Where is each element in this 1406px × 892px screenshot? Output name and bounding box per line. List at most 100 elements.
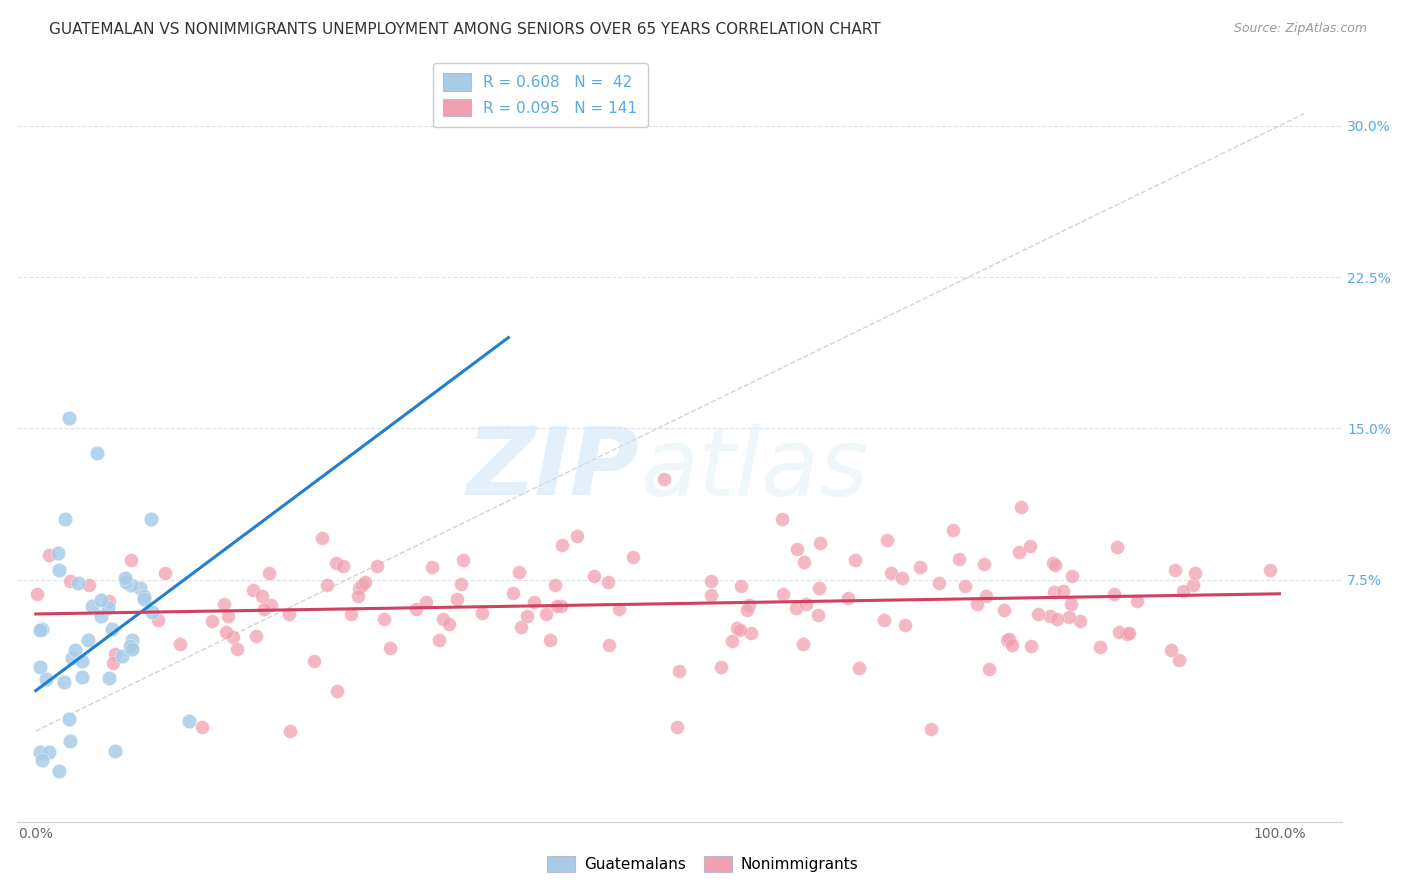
Point [77, 632, 100, 647]
Point [583, 568, 606, 582]
Point [104, 647, 127, 661]
Point [437, 617, 460, 632]
Point [508, 566, 530, 580]
Point [652, 472, 675, 486]
Point [1069, 614, 1091, 628]
Point [522, 595, 544, 609]
Point [1062, 569, 1084, 583]
Point [325, 556, 347, 570]
Point [340, 607, 363, 621]
Point [725, 622, 748, 636]
Text: ZIP: ZIP [467, 423, 640, 515]
Point [30, 623, 52, 637]
Point [1042, 556, 1064, 570]
Point [90, 592, 112, 607]
Point [668, 665, 690, 679]
Legend: R = 0.608   N =  42, R = 0.095   N = 141: R = 0.608 N = 42, R = 0.095 N = 141 [433, 62, 648, 127]
Point [1059, 610, 1081, 624]
Point [366, 558, 388, 573]
Point [101, 623, 124, 637]
Point [82, 599, 104, 614]
Point [53, 674, 76, 689]
Point [735, 603, 758, 617]
Point [104, 744, 127, 758]
Point [31, 622, 53, 636]
Point [807, 607, 830, 622]
Point [48, 764, 70, 779]
Point [1001, 638, 1024, 652]
Point [46, 546, 69, 560]
Point [848, 661, 870, 675]
Point [59, 734, 82, 748]
Point [427, 632, 450, 647]
Point [432, 612, 454, 626]
Point [70, 654, 93, 668]
Point [111, 648, 134, 663]
Point [598, 639, 620, 653]
Point [1184, 566, 1206, 580]
Point [77, 578, 100, 592]
Point [995, 632, 1018, 647]
Point [35, 672, 58, 686]
Legend: Guatemalans, Nonimmigrants: Guatemalans, Nonimmigrants [540, 848, 866, 880]
Point [121, 578, 143, 592]
Point [451, 552, 474, 566]
Point [121, 642, 143, 657]
Point [177, 714, 200, 728]
Point [37, 548, 59, 562]
Point [405, 601, 427, 615]
Point [607, 602, 630, 616]
Point [721, 634, 744, 648]
Point [908, 560, 931, 574]
Point [1018, 539, 1040, 553]
Point [304, 654, 326, 668]
Point [1118, 626, 1140, 640]
Point [976, 589, 998, 603]
Point [973, 557, 995, 571]
Point [347, 590, 370, 604]
Point [90, 609, 112, 624]
Point [786, 542, 808, 557]
Point [792, 637, 814, 651]
Point [793, 555, 815, 569]
Point [471, 606, 494, 620]
Point [97, 599, 120, 614]
Point [128, 582, 150, 596]
Point [420, 559, 443, 574]
Point [837, 591, 859, 606]
Point [415, 595, 437, 609]
Point [1171, 584, 1194, 599]
Point [844, 553, 866, 567]
Point [332, 558, 354, 573]
Point [86, 445, 108, 459]
Point [30, 745, 52, 759]
Point [966, 597, 988, 611]
Point [67, 575, 90, 590]
Point [311, 531, 333, 545]
Point [993, 603, 1015, 617]
Point [242, 582, 264, 597]
Point [72, 669, 94, 683]
Point [55, 512, 77, 526]
Point [550, 599, 572, 614]
Point [1046, 612, 1069, 626]
Point [891, 571, 914, 585]
Point [190, 720, 212, 734]
Point [510, 620, 533, 634]
Point [502, 586, 524, 600]
Point [1181, 577, 1204, 591]
Point [710, 660, 733, 674]
Point [153, 566, 176, 580]
Point [977, 662, 1000, 676]
Point [1168, 653, 1191, 667]
Point [942, 523, 965, 537]
Point [245, 629, 267, 643]
Point [347, 581, 370, 595]
Point [565, 529, 588, 543]
Point [59, 574, 82, 588]
Point [25, 587, 48, 601]
Point [1019, 639, 1042, 653]
Point [873, 613, 896, 627]
Point [730, 579, 752, 593]
Point [278, 607, 301, 622]
